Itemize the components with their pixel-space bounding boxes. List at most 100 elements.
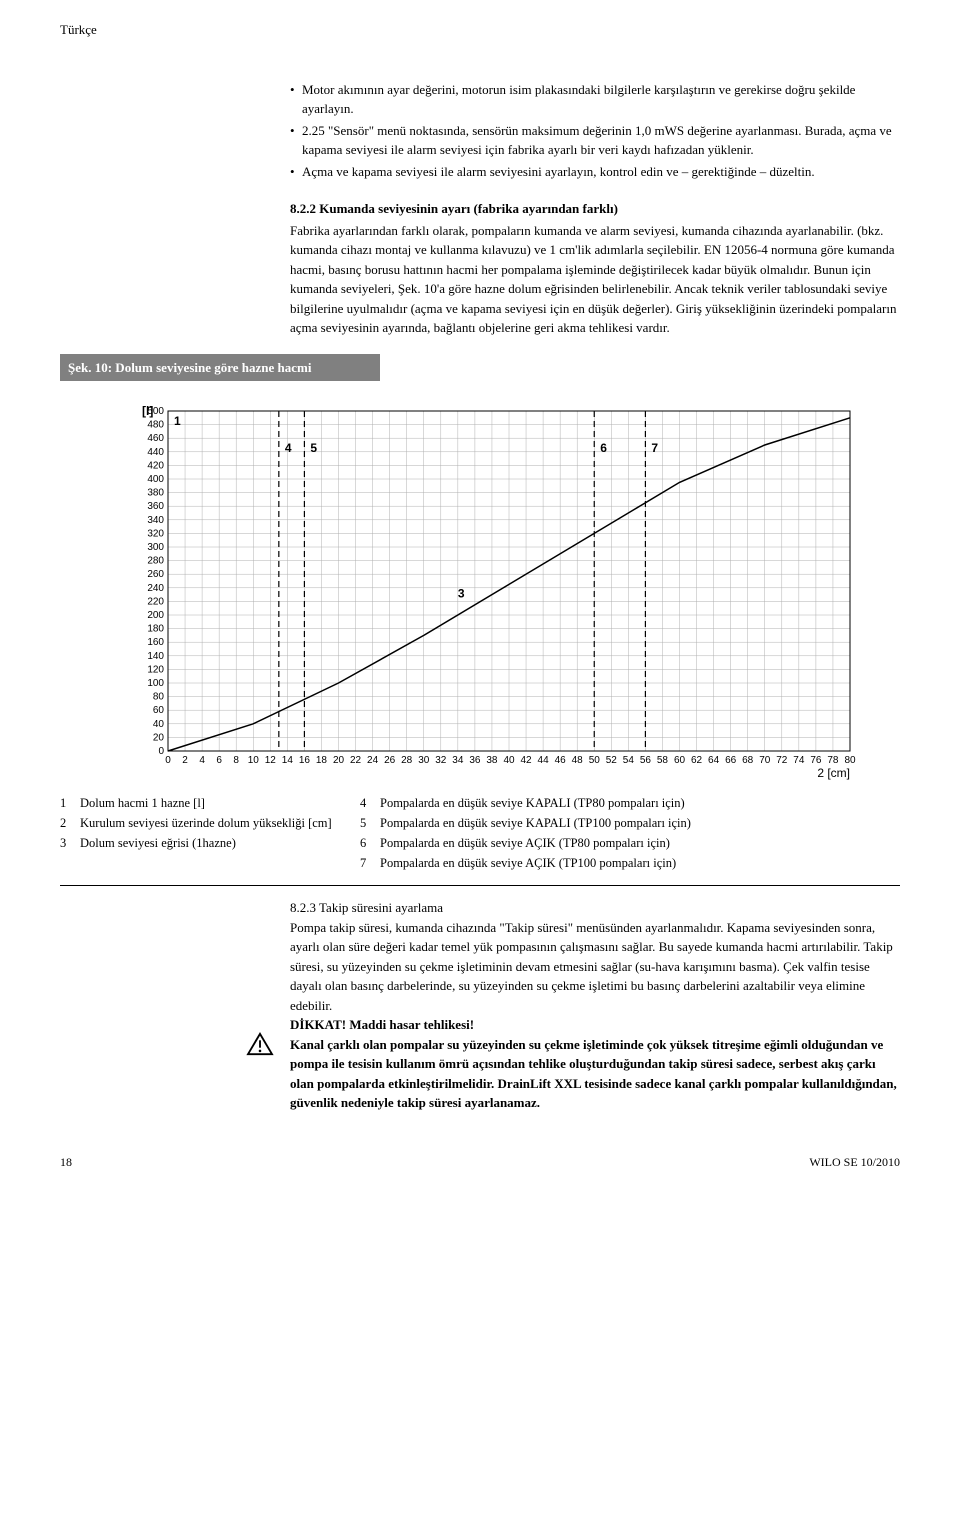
legend-text: Pompalarda en düşük seviye AÇIK (TP100 p…: [380, 856, 676, 870]
section-title: Takip süresini ayarlama: [319, 900, 443, 915]
svg-text:62: 62: [691, 755, 703, 766]
svg-text:140: 140: [147, 651, 164, 662]
svg-text:2 [cm]: 2 [cm]: [817, 766, 850, 780]
divider: [60, 885, 900, 886]
legend-num: 2: [60, 813, 80, 833]
svg-text:2: 2: [182, 755, 188, 766]
legend-num: 5: [360, 813, 380, 833]
svg-text:60: 60: [674, 755, 686, 766]
legend-left-col: 1Dolum hacmi 1 hazne [l] 2Kurulum seviye…: [60, 793, 360, 873]
svg-text:80: 80: [153, 692, 165, 703]
svg-text:480: 480: [147, 420, 164, 431]
svg-text:460: 460: [147, 433, 164, 444]
svg-text:16: 16: [299, 755, 311, 766]
svg-text:70: 70: [759, 755, 771, 766]
svg-text:52: 52: [606, 755, 618, 766]
bullet-item: 2.25 "Sensör" menü noktasında, sensörün …: [290, 121, 900, 160]
svg-text:48: 48: [572, 755, 584, 766]
svg-text:360: 360: [147, 501, 164, 512]
svg-text:200: 200: [147, 610, 164, 621]
svg-text:66: 66: [725, 755, 737, 766]
svg-text:5: 5: [310, 441, 317, 455]
lang-header: Türkçe: [60, 20, 900, 40]
legend-num: 4: [360, 793, 380, 813]
svg-text:440: 440: [147, 447, 164, 458]
svg-text:42: 42: [520, 755, 532, 766]
svg-text:14: 14: [282, 755, 294, 766]
page-number: 18: [60, 1153, 72, 1171]
legend-text: Dolum hacmi 1 hazne [l]: [80, 796, 205, 810]
svg-text:54: 54: [623, 755, 635, 766]
legend-text: Kurulum seviyesi üzerinde dolum yüksekli…: [80, 816, 332, 830]
svg-text:220: 220: [147, 596, 164, 607]
legend-text: Dolum seviyesi eğrisi (1hazne): [80, 836, 236, 850]
svg-text:50: 50: [589, 755, 601, 766]
svg-text:8: 8: [233, 755, 239, 766]
svg-text:4: 4: [199, 755, 205, 766]
svg-text:60: 60: [153, 705, 165, 716]
legend-num: 6: [360, 833, 380, 853]
chart-legend: 1Dolum hacmi 1 hazne [l] 2Kurulum seviye…: [60, 793, 900, 873]
section-number: 8.2.3: [290, 900, 316, 915]
section-822: 8.2.2 Kumanda seviyesinin ayarı (fabrika…: [290, 199, 900, 338]
warning-icon: [246, 1032, 274, 1056]
chart-container: 0204060801001201401601802002202402602803…: [120, 401, 900, 781]
footer-brand: WILO SE 10/2010: [809, 1153, 900, 1171]
bullet-item: Açma ve kapama seviyesi ile alarm seviye…: [290, 162, 900, 182]
svg-text:38: 38: [486, 755, 498, 766]
legend-num: 3: [60, 833, 80, 853]
svg-text:76: 76: [810, 755, 822, 766]
warning-title: DİKKAT! Maddi hasar tehlikesi!: [290, 1015, 900, 1035]
svg-text:40: 40: [153, 719, 165, 730]
svg-text:300: 300: [147, 542, 164, 553]
svg-text:180: 180: [147, 624, 164, 635]
svg-text:120: 120: [147, 664, 164, 675]
section-title: Kumanda seviyesinin ayarı (fabrika ayarı…: [319, 201, 618, 216]
svg-text:22: 22: [350, 755, 362, 766]
svg-text:56: 56: [640, 755, 652, 766]
legend-num: 1: [60, 793, 80, 813]
bullet-item: Motor akımının ayar değerini, motorun is…: [290, 80, 900, 119]
svg-text:420: 420: [147, 460, 164, 471]
svg-text:46: 46: [555, 755, 567, 766]
legend-num: 7: [360, 853, 380, 873]
svg-text:58: 58: [657, 755, 669, 766]
svg-text:6: 6: [600, 441, 607, 455]
svg-text:20: 20: [333, 755, 345, 766]
svg-text:340: 340: [147, 515, 164, 526]
section-823: 8.2.3 Takip süresini ayarlama Pompa taki…: [290, 898, 900, 1113]
svg-text:1: 1: [174, 414, 181, 428]
svg-text:28: 28: [401, 755, 413, 766]
svg-text:44: 44: [538, 755, 550, 766]
level-chart: 0204060801001201401601802002202402602803…: [120, 401, 860, 781]
svg-text:36: 36: [469, 755, 481, 766]
section-body: Fabrika ayarlarından farklı olarak, pomp…: [290, 221, 900, 338]
section-body: Pompa takip süresi, kumanda cihazında "T…: [290, 918, 900, 1016]
svg-text:80: 80: [844, 755, 856, 766]
svg-text:260: 260: [147, 569, 164, 580]
svg-text:4: 4: [285, 441, 292, 455]
svg-text:100: 100: [147, 678, 164, 689]
svg-text:240: 240: [147, 583, 164, 594]
svg-text:78: 78: [827, 755, 839, 766]
svg-text:32: 32: [435, 755, 447, 766]
svg-text:68: 68: [742, 755, 754, 766]
svg-text:12: 12: [265, 755, 277, 766]
svg-text:6: 6: [216, 755, 222, 766]
section-number: 8.2.2: [290, 201, 316, 216]
svg-text:72: 72: [776, 755, 788, 766]
legend-right-col: 4Pompalarda en düşük seviye KAPALI (TP80…: [360, 793, 900, 873]
svg-text:380: 380: [147, 488, 164, 499]
svg-text:400: 400: [147, 474, 164, 485]
legend-text: Pompalarda en düşük seviye AÇIK (TP80 po…: [380, 836, 670, 850]
svg-text:74: 74: [793, 755, 805, 766]
svg-text:20: 20: [153, 732, 165, 743]
svg-text:0: 0: [165, 755, 171, 766]
page-footer: 18 WILO SE 10/2010: [60, 1153, 900, 1171]
svg-text:3: 3: [458, 586, 465, 600]
svg-text:34: 34: [452, 755, 464, 766]
warning-body: Kanal çarklı olan pompalar su yüzeyinden…: [290, 1035, 900, 1113]
svg-text:7: 7: [651, 441, 658, 455]
svg-text:30: 30: [418, 755, 430, 766]
svg-text:160: 160: [147, 637, 164, 648]
